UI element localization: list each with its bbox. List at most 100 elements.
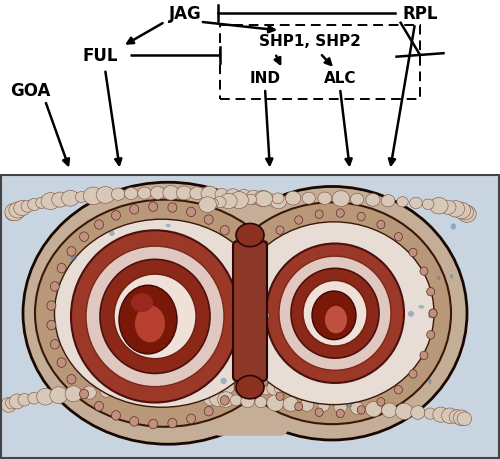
Ellipse shape bbox=[291, 269, 379, 358]
Ellipse shape bbox=[450, 274, 453, 279]
Ellipse shape bbox=[71, 231, 239, 403]
Ellipse shape bbox=[35, 200, 295, 427]
Ellipse shape bbox=[114, 274, 196, 359]
Ellipse shape bbox=[424, 408, 436, 419]
Ellipse shape bbox=[294, 216, 302, 225]
Ellipse shape bbox=[428, 315, 434, 319]
Ellipse shape bbox=[140, 336, 143, 342]
Ellipse shape bbox=[36, 198, 48, 209]
Ellipse shape bbox=[138, 188, 151, 200]
Ellipse shape bbox=[50, 282, 59, 291]
Ellipse shape bbox=[148, 420, 158, 429]
Ellipse shape bbox=[248, 381, 262, 394]
Ellipse shape bbox=[176, 187, 192, 201]
Ellipse shape bbox=[131, 233, 138, 236]
Ellipse shape bbox=[190, 187, 204, 200]
Ellipse shape bbox=[352, 257, 358, 261]
Ellipse shape bbox=[47, 301, 56, 311]
Ellipse shape bbox=[410, 198, 422, 209]
Ellipse shape bbox=[456, 205, 473, 220]
Ellipse shape bbox=[126, 392, 132, 396]
Text: IND: IND bbox=[250, 71, 280, 86]
Ellipse shape bbox=[294, 338, 298, 344]
Ellipse shape bbox=[394, 386, 402, 394]
Ellipse shape bbox=[106, 309, 110, 314]
Ellipse shape bbox=[409, 249, 417, 257]
Ellipse shape bbox=[186, 207, 196, 217]
Ellipse shape bbox=[254, 349, 262, 358]
Ellipse shape bbox=[426, 331, 434, 339]
Ellipse shape bbox=[382, 403, 397, 418]
Ellipse shape bbox=[267, 381, 282, 396]
Ellipse shape bbox=[334, 401, 347, 414]
Ellipse shape bbox=[234, 320, 241, 329]
Ellipse shape bbox=[65, 386, 82, 402]
Ellipse shape bbox=[357, 406, 365, 414]
Ellipse shape bbox=[135, 306, 165, 342]
Ellipse shape bbox=[204, 215, 213, 225]
Ellipse shape bbox=[357, 213, 365, 221]
Ellipse shape bbox=[258, 381, 273, 395]
Ellipse shape bbox=[236, 190, 252, 203]
Ellipse shape bbox=[420, 352, 428, 360]
Ellipse shape bbox=[54, 220, 270, 407]
Ellipse shape bbox=[21, 201, 34, 213]
Ellipse shape bbox=[246, 367, 254, 376]
Ellipse shape bbox=[213, 203, 451, 424]
Ellipse shape bbox=[428, 379, 432, 384]
Ellipse shape bbox=[62, 191, 79, 207]
Ellipse shape bbox=[130, 417, 138, 426]
Ellipse shape bbox=[230, 192, 248, 209]
Ellipse shape bbox=[116, 383, 132, 398]
Ellipse shape bbox=[247, 257, 255, 266]
Ellipse shape bbox=[28, 392, 40, 404]
Ellipse shape bbox=[148, 202, 158, 212]
Ellipse shape bbox=[204, 391, 220, 406]
Ellipse shape bbox=[336, 209, 344, 218]
Ellipse shape bbox=[220, 378, 227, 384]
Ellipse shape bbox=[330, 347, 333, 351]
Ellipse shape bbox=[9, 202, 26, 218]
Ellipse shape bbox=[41, 193, 60, 210]
Ellipse shape bbox=[122, 246, 129, 249]
Text: RPL: RPL bbox=[402, 5, 438, 23]
Ellipse shape bbox=[140, 267, 145, 273]
Ellipse shape bbox=[5, 208, 20, 221]
Ellipse shape bbox=[397, 197, 408, 207]
Ellipse shape bbox=[260, 311, 270, 320]
Ellipse shape bbox=[442, 408, 458, 424]
Ellipse shape bbox=[226, 399, 229, 404]
Ellipse shape bbox=[112, 189, 125, 201]
Ellipse shape bbox=[131, 293, 153, 313]
Ellipse shape bbox=[274, 383, 287, 395]
Ellipse shape bbox=[312, 291, 356, 340]
FancyBboxPatch shape bbox=[212, 198, 288, 436]
Ellipse shape bbox=[175, 334, 182, 338]
Ellipse shape bbox=[160, 352, 166, 356]
Ellipse shape bbox=[76, 192, 88, 203]
Text: GOA: GOA bbox=[10, 82, 50, 100]
Ellipse shape bbox=[220, 194, 237, 209]
Ellipse shape bbox=[426, 288, 434, 296]
Ellipse shape bbox=[381, 359, 384, 364]
Ellipse shape bbox=[201, 187, 218, 202]
Ellipse shape bbox=[199, 197, 216, 213]
Ellipse shape bbox=[325, 306, 347, 334]
Ellipse shape bbox=[422, 200, 434, 210]
Ellipse shape bbox=[82, 386, 96, 399]
Ellipse shape bbox=[190, 382, 202, 394]
Ellipse shape bbox=[318, 193, 332, 205]
Ellipse shape bbox=[147, 390, 154, 395]
Ellipse shape bbox=[28, 199, 41, 211]
Ellipse shape bbox=[50, 387, 68, 404]
Ellipse shape bbox=[429, 309, 437, 318]
Ellipse shape bbox=[264, 195, 278, 207]
Ellipse shape bbox=[286, 192, 300, 206]
Bar bbox=[220, 26, 420, 100]
Ellipse shape bbox=[356, 257, 360, 261]
Ellipse shape bbox=[67, 375, 76, 384]
Ellipse shape bbox=[368, 272, 372, 276]
Ellipse shape bbox=[204, 407, 213, 416]
Ellipse shape bbox=[234, 240, 243, 249]
Ellipse shape bbox=[276, 226, 284, 235]
